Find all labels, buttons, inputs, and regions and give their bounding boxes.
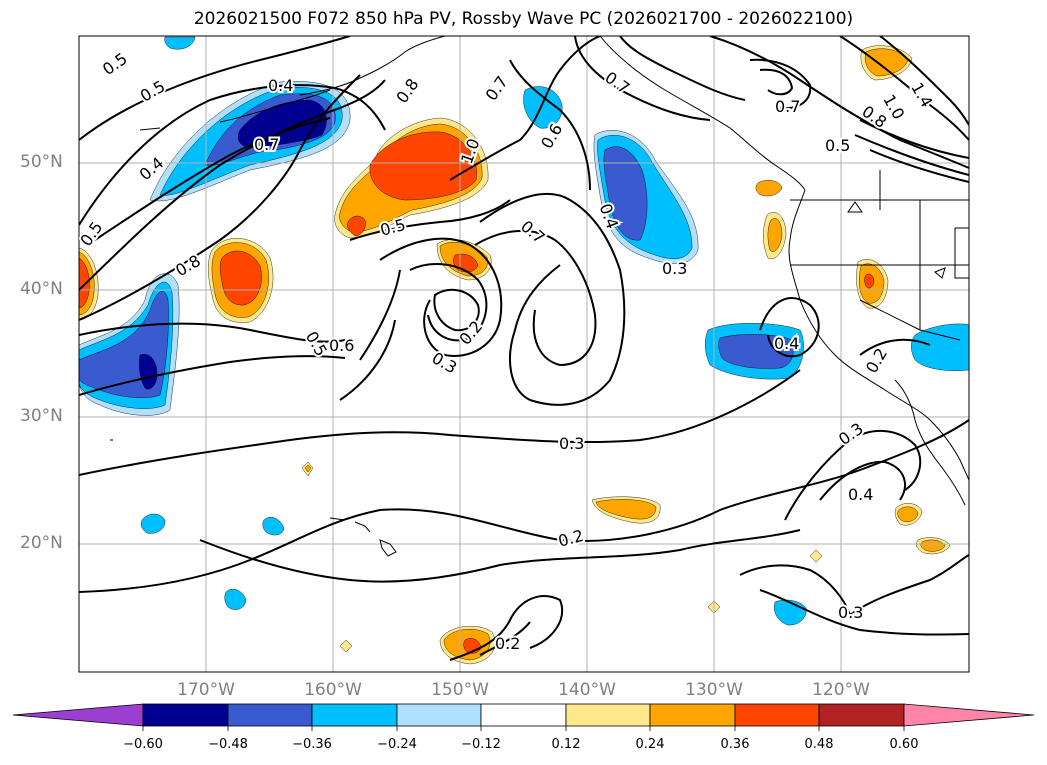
lat-label: 50°N	[20, 152, 63, 172]
colorbar	[12, 703, 1035, 731]
colorbar-extend-max	[903, 703, 1035, 727]
colorbar-extend-min	[12, 703, 144, 727]
contour-label: 0.3	[662, 259, 687, 278]
lon-label: 120°W	[812, 680, 870, 700]
graticule	[79, 36, 969, 672]
lat-label: 20°N	[20, 533, 63, 553]
contour-label: 0.4	[268, 76, 293, 95]
colorbar-segment	[818, 703, 905, 727]
colorbar-tick-label: 0.60	[889, 737, 919, 752]
colorbar-tick-label: −0.60	[123, 737, 163, 752]
contour-label: 0.4	[848, 485, 873, 504]
lon-label: 130°W	[685, 680, 743, 700]
contour-label: 0.7	[775, 97, 800, 116]
lon-label: 150°W	[431, 680, 489, 700]
contour-label: 0.3	[559, 434, 584, 453]
contour-label: 0.6	[329, 336, 354, 355]
colorbar-segment	[480, 703, 567, 727]
colorbar-tick-label: −0.12	[461, 737, 501, 752]
colorbar-tick-label: −0.24	[377, 737, 417, 752]
contour-label: 0.3	[838, 603, 863, 622]
colorbar-segment	[142, 703, 229, 727]
colorbar-segment	[649, 703, 736, 727]
colorbar-segment	[565, 703, 651, 727]
colorbar-segment	[311, 703, 398, 727]
pv-anomaly-fills	[79, 36, 969, 665]
colorbar-segment	[734, 703, 820, 727]
lon-label: 140°W	[558, 680, 616, 700]
colorbar-tick-label: 0.48	[804, 737, 834, 752]
lon-label: 170°W	[177, 680, 235, 700]
contour-label: 0.5	[825, 136, 850, 155]
map-frame	[78, 35, 970, 673]
map-title: 2026021500 F072 850 hPa PV, Rossby Wave …	[193, 9, 854, 29]
colorbar-segment	[396, 703, 482, 727]
pv-contours	[79, 36, 969, 661]
contour-label: 0.4	[774, 334, 799, 353]
contour-label: 0.2	[495, 634, 520, 653]
lat-label: 40°N	[20, 279, 63, 299]
contour-label: 0.7	[254, 135, 279, 154]
colorbar-tick-label: −0.36	[292, 737, 332, 752]
colorbar-tick-label: 0.12	[551, 737, 581, 752]
colorbar-tick-label: 0.36	[720, 737, 750, 752]
colorbar-tick-label: −0.48	[208, 737, 248, 752]
colorbar-tick-label: 0.24	[635, 737, 665, 752]
lon-label: 160°W	[304, 680, 362, 700]
colorbar-segment	[227, 703, 313, 727]
lat-label: 30°N	[20, 406, 63, 426]
